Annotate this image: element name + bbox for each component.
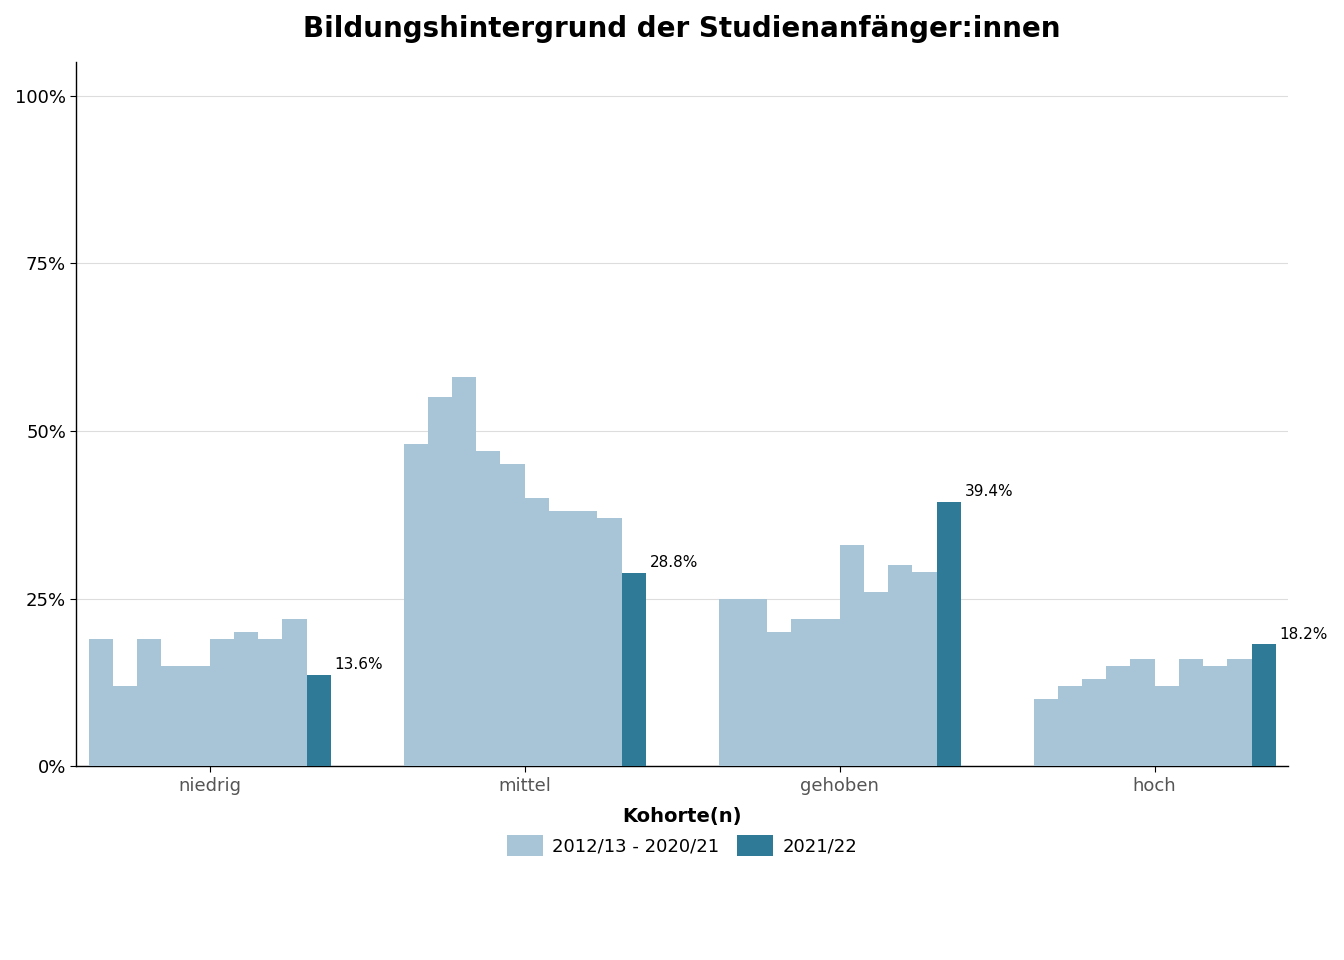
Bar <box>792 619 816 766</box>
Bar <box>548 512 573 766</box>
Bar <box>597 518 621 766</box>
Bar <box>89 639 113 766</box>
Bar <box>1082 679 1106 766</box>
Bar <box>573 512 597 766</box>
Bar <box>403 444 427 766</box>
Bar <box>816 619 840 766</box>
Text: 18.2%: 18.2% <box>1279 627 1328 641</box>
Bar <box>1251 644 1275 766</box>
Bar <box>137 639 161 766</box>
Bar <box>306 675 331 766</box>
Bar <box>719 599 743 766</box>
Bar <box>210 639 234 766</box>
Bar <box>1203 665 1227 766</box>
Bar <box>840 545 864 766</box>
Bar <box>258 639 282 766</box>
Text: 28.8%: 28.8% <box>649 556 698 570</box>
Bar <box>1179 659 1203 766</box>
Title: Bildungshintergrund der Studienanfänger:innen: Bildungshintergrund der Studienanfänger:… <box>304 15 1060 43</box>
Bar <box>1034 699 1058 766</box>
Bar <box>1227 659 1251 766</box>
Bar <box>524 498 548 766</box>
Text: 39.4%: 39.4% <box>965 485 1013 499</box>
Bar <box>913 572 937 766</box>
Bar <box>1106 665 1130 766</box>
Bar <box>1058 685 1082 766</box>
Text: 13.6%: 13.6% <box>335 658 383 672</box>
Bar <box>621 573 646 766</box>
Bar <box>937 502 961 766</box>
Bar <box>743 599 767 766</box>
Bar <box>1154 685 1179 766</box>
Bar <box>452 377 476 766</box>
Bar <box>113 685 137 766</box>
Bar <box>476 451 500 766</box>
Bar <box>161 665 185 766</box>
Bar <box>282 619 306 766</box>
Bar <box>234 633 258 766</box>
Bar <box>500 465 524 766</box>
Bar <box>888 565 913 766</box>
Bar <box>864 592 888 766</box>
Bar <box>767 633 792 766</box>
Bar <box>1130 659 1154 766</box>
Bar <box>185 665 210 766</box>
Bar <box>427 397 452 766</box>
Legend: 2012/13 - 2020/21, 2021/22: 2012/13 - 2020/21, 2021/22 <box>500 800 864 863</box>
